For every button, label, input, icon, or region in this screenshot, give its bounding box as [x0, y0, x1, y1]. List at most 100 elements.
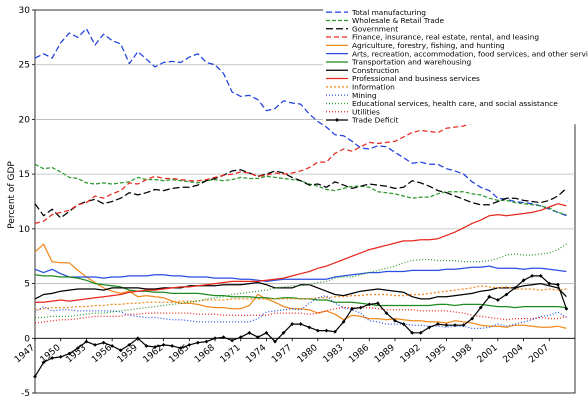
data-point-marker: [84, 339, 89, 344]
data-point-marker: [33, 374, 37, 379]
data-point-marker: [101, 340, 106, 345]
data-point-marker: [161, 342, 166, 347]
legend-marker: [335, 118, 339, 123]
data-point-marker: [58, 354, 63, 359]
y-tick-label: 20: [19, 115, 31, 125]
plot-frame: [34, 9, 576, 394]
y-tick-label: 30: [19, 6, 31, 16]
data-point-marker: [144, 344, 149, 348]
legend-label: Professional and business services: [352, 74, 480, 83]
legend-label: Educational services, health care, and s…: [352, 99, 558, 108]
data-point-marker: [410, 330, 415, 335]
legend-label: Wholesale & Retail Trade: [352, 16, 444, 25]
series-line-2: [34, 169, 567, 219]
data-point-marker: [230, 338, 235, 343]
data-point-marker: [255, 335, 260, 340]
data-point-marker: [435, 322, 440, 326]
data-point-marker: [350, 306, 355, 311]
data-point-marker: [273, 339, 277, 344]
data-point-marker: [358, 305, 363, 310]
data-point-marker: [50, 356, 55, 360]
data-point-marker: [93, 342, 97, 347]
data-point-marker: [538, 274, 543, 278]
data-point-marker: [470, 316, 475, 321]
legend-background: [323, 5, 577, 125]
data-point-marker: [333, 329, 337, 334]
series-line-7: [34, 281, 567, 300]
data-point-marker: [487, 294, 492, 299]
data-point-marker: [67, 351, 72, 356]
data-point-marker: [75, 346, 80, 351]
series-line-10: [34, 294, 567, 330]
series-line-11: [35, 243, 567, 319]
legend-label: Transportation and warehousing: [351, 58, 471, 67]
y-tick-label: -5: [21, 389, 30, 399]
legend-label: Government: [352, 24, 398, 33]
x-tick-label: 2001: [476, 343, 500, 365]
data-point-marker: [401, 322, 406, 326]
series-line-1: [34, 163, 567, 216]
data-point-marker: [41, 360, 46, 365]
x-tick-label: 1977: [270, 343, 294, 365]
y-tick-label: 10: [19, 225, 31, 235]
y-tick-label: 25: [19, 61, 30, 71]
data-point-marker: [547, 281, 552, 286]
data-point-marker: [427, 325, 432, 330]
x-tick-label: 1947: [13, 343, 37, 365]
data-point-marker: [530, 274, 535, 278]
legend-label: Arts, recreation, accommodation, food se…: [352, 49, 588, 58]
x-tick-label: 1986: [347, 343, 371, 366]
y-tick-label: 5: [24, 280, 30, 290]
data-point-marker: [221, 335, 226, 340]
data-point-marker: [187, 342, 192, 347]
data-point-marker: [513, 286, 517, 290]
x-tick-label: 1974: [244, 343, 268, 366]
data-point-marker: [118, 348, 123, 353]
series-line-8: [35, 203, 567, 303]
x-axis: 1947 1950 1953 1956 1959 1962 1965 1968 1971 1974…: [13, 337, 575, 366]
x-tick-label: 1992: [399, 343, 423, 365]
x-tick-label: 1989: [373, 343, 397, 366]
data-point-marker: [418, 330, 423, 335]
legend-label: Agriculture, forestry, fishing, and hunt…: [352, 41, 505, 50]
data-point-marker: [521, 278, 526, 283]
data-point-marker: [153, 345, 157, 349]
data-point-marker: [247, 330, 252, 335]
y-axis-label: Percent of GDP: [7, 161, 17, 229]
series-line-4: [34, 243, 567, 330]
data-point-marker: [238, 335, 243, 340]
x-tick-label: 2007: [527, 343, 551, 365]
data-point-marker: [264, 330, 269, 335]
series-line-5: [34, 265, 567, 283]
data-point-marker: [444, 323, 449, 328]
data-point-marker: [213, 336, 217, 341]
data-point-marker: [495, 298, 500, 302]
data-point-marker: [324, 328, 329, 333]
y-axis: -5 0 5 10 15 20 25 30: [19, 6, 35, 399]
data-point-marker: [504, 292, 509, 297]
data-point-marker: [307, 325, 312, 330]
series-line-12: [34, 306, 567, 324]
y-tick-label: 15: [19, 170, 30, 180]
series-lines: [33, 27, 569, 379]
legend-label: Trade Deficit: [351, 116, 399, 125]
x-tick-label: 1971: [219, 343, 243, 365]
series-line-9: [34, 285, 567, 311]
data-point-marker: [315, 328, 320, 333]
x-tick-label: 1995: [424, 343, 448, 365]
data-point-marker: [170, 344, 175, 348]
data-point-marker: [110, 344, 115, 348]
data-point-marker: [478, 305, 483, 310]
data-point-marker: [281, 330, 286, 335]
y-tick-label: 0: [24, 334, 30, 344]
data-point-marker: [555, 282, 560, 287]
x-tick-label: 1968: [193, 343, 217, 366]
series-line-0: [34, 27, 567, 217]
data-point-marker: [178, 346, 183, 351]
data-point-marker: [564, 306, 569, 311]
data-point-marker: [453, 323, 457, 328]
data-point-marker: [367, 302, 372, 307]
legend-label: Information: [352, 82, 395, 91]
